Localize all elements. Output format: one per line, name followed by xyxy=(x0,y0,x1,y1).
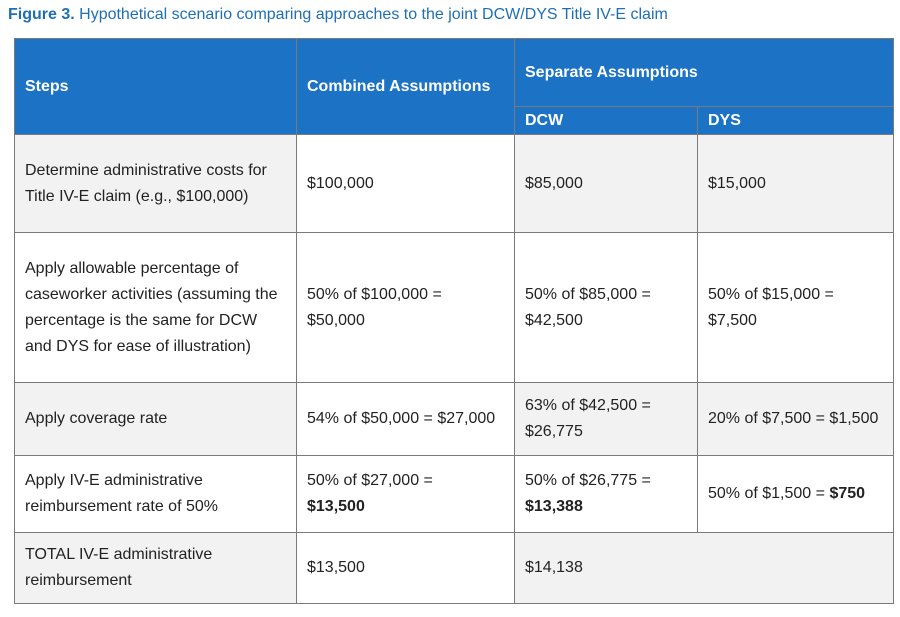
header-combined-assumptions: Combined Assumptions xyxy=(296,38,515,135)
row-dcw: $85,000 xyxy=(514,134,698,233)
row-combined: 54% of $50,000 = $27,000 xyxy=(296,382,515,456)
row-dys: 50% of $15,000 = $7,500 xyxy=(696,232,895,383)
table-row: Apply allowable percentage of caseworker… xyxy=(14,232,895,383)
row-step: TOTAL IV-E administrative reimbursement xyxy=(14,532,297,604)
row-step: Determine administrative costs for Title… xyxy=(14,134,297,233)
dcw-result: $13,388 xyxy=(525,498,583,515)
table-row: Apply coverage rate 54% of $50,000 = $27… xyxy=(14,382,895,456)
row-separate-total: $14,138 xyxy=(513,532,895,604)
figure-caption: Figure 3. Hypothetical scenario comparin… xyxy=(8,6,668,24)
row-dys: 50% of $1,500 = $750 xyxy=(696,455,895,533)
row-step: Apply allowable percentage of caseworker… xyxy=(14,232,297,383)
row-dys: $15,000 xyxy=(696,134,895,233)
row-dcw: 50% of $26,775 = $13,388 xyxy=(514,455,698,533)
row-step: Apply IV-E administrative reimbursement … xyxy=(14,455,297,533)
comparison-table: Steps Combined Assumptions Separate Assu… xyxy=(14,38,895,604)
dcw-formula: 50% of $26,775 = xyxy=(525,472,651,489)
row-combined: 50% of $100,000 = $50,000 xyxy=(296,232,515,383)
combined-result: $13,500 xyxy=(307,498,365,515)
row-dys: 20% of $7,500 = $1,500 xyxy=(696,382,895,456)
row-step: Apply coverage rate xyxy=(14,382,297,456)
row-dcw: 50% of $85,000 = $42,500 xyxy=(514,232,698,383)
table-row: TOTAL IV-E administrative reimbursement … xyxy=(14,532,895,604)
dys-result: $750 xyxy=(829,485,866,502)
table-row: Determine administrative costs for Title… xyxy=(14,134,895,233)
row-dcw: 63% of $42,500 = $26,775 xyxy=(514,382,698,456)
combined-formula: 50% of $27,000 = xyxy=(307,472,433,489)
dys-formula: 50% of $1,500 = xyxy=(708,485,830,502)
row-combined: $100,000 xyxy=(296,134,515,233)
header-dys: DYS xyxy=(696,106,895,135)
header-dcw: DCW xyxy=(514,106,698,135)
figure-title: Hypothetical scenario comparing approach… xyxy=(74,6,668,23)
row-combined: 50% of $27,000 = $13,500 xyxy=(296,455,515,533)
figure-label: Figure 3. xyxy=(8,6,75,23)
row-combined: $13,500 xyxy=(296,532,515,604)
table-row: Apply IV-E administrative reimbursement … xyxy=(14,455,895,533)
header-separate-assumptions: Separate Assumptions xyxy=(513,38,895,107)
header-steps: Steps xyxy=(14,38,297,135)
